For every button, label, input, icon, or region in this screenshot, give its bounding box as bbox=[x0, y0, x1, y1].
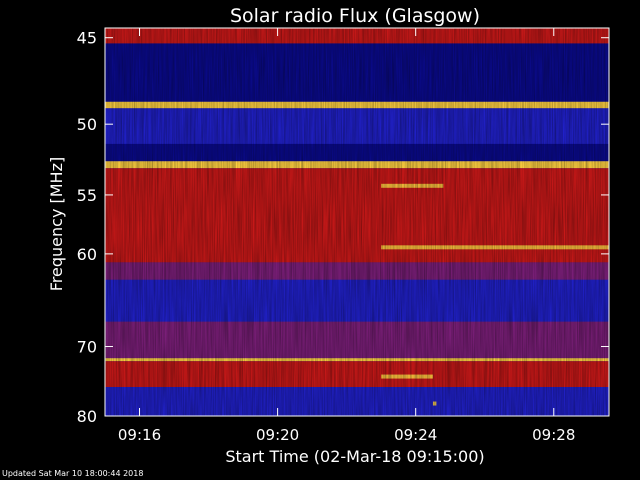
y-tick-label: 70 bbox=[77, 338, 97, 357]
x-axis-label: Start Time (02-Mar-18 09:15:00) bbox=[225, 447, 484, 466]
y-tick-label: 80 bbox=[77, 407, 97, 426]
y-tick-label: 45 bbox=[77, 29, 97, 48]
x-tick-label: 09:28 bbox=[532, 426, 575, 444]
plot-frame bbox=[104, 27, 610, 417]
y-tick-label: 60 bbox=[77, 245, 97, 264]
y-tick-label: 55 bbox=[77, 186, 97, 205]
y-axis-label: Frequency [MHz] bbox=[47, 157, 66, 291]
x-tick-label: 09:20 bbox=[256, 426, 299, 444]
axes: 09:16 09:20 09:24 09:28 45 50 55 60 70 80 bbox=[77, 27, 610, 444]
x-tick-label: 09:16 bbox=[118, 426, 161, 444]
updated-timestamp: Updated Sat Mar 10 18:00:44 2018 bbox=[2, 469, 144, 478]
x-tick-label: 09:24 bbox=[394, 426, 437, 444]
chart-title: Solar radio Flux (Glasgow) bbox=[230, 5, 480, 27]
noise-texture bbox=[105, 28, 609, 416]
y-tick-label: 50 bbox=[77, 115, 97, 134]
plot-area bbox=[105, 28, 609, 416]
